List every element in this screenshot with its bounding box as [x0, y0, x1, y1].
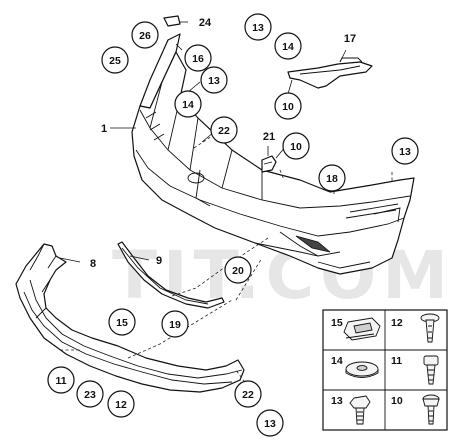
callout-14-top: 14 — [274, 32, 302, 60]
label-part-9: 9 — [156, 255, 162, 267]
svg-text:12: 12 — [115, 399, 127, 411]
callout-11: 11 — [47, 366, 75, 394]
hex-bolt-icon — [349, 395, 371, 425]
svg-text:23: 23 — [84, 389, 96, 401]
legend-label-14: 14 — [331, 355, 343, 367]
callout-26: 26 — [131, 21, 159, 49]
svg-text:22: 22 — [242, 389, 254, 401]
legend-label-12: 12 — [391, 317, 403, 329]
clip-24 — [163, 15, 181, 27]
svg-text:16: 16 — [192, 53, 204, 65]
expanding-rivet-icon — [420, 313, 440, 343]
svg-text:15: 15 — [116, 317, 128, 329]
callout-10-mid: 10 — [282, 132, 310, 160]
svg-text:13: 13 — [208, 75, 220, 87]
mounting-bracket-17 — [287, 57, 373, 89]
callout-13-top: 13 — [244, 13, 272, 41]
legend-label-10: 10 — [391, 395, 403, 407]
svg-text:22: 22 — [218, 125, 230, 137]
callout-20: 20 — [224, 256, 252, 284]
front-splitter-8 — [15, 243, 245, 393]
svg-text:10: 10 — [290, 141, 302, 153]
legend-label-15: 15 — [331, 317, 343, 329]
callout-13-right: 13 — [391, 137, 419, 165]
callout-23: 23 — [76, 380, 104, 408]
svg-text:19: 19 — [169, 319, 181, 331]
label-part-24: 24 — [199, 17, 212, 29]
svg-text:20: 20 — [232, 265, 244, 277]
legend-label-11: 11 — [391, 355, 402, 367]
svg-text:11: 11 — [55, 375, 66, 387]
callout-13: 13 — [200, 66, 228, 94]
svg-text:14: 14 — [182, 99, 194, 111]
label-part-1: 1 — [101, 123, 107, 135]
callout-22: 22 — [210, 116, 238, 144]
svg-text:18: 18 — [326, 173, 338, 185]
svg-text:13: 13 — [399, 146, 411, 158]
clip-screw-icon — [423, 355, 439, 385]
svg-text:26: 26 — [139, 30, 151, 42]
trim-strip-9 — [117, 241, 225, 309]
callout-19: 19 — [161, 310, 189, 338]
callout-18: 18 — [318, 164, 346, 192]
svg-text:13: 13 — [264, 418, 276, 430]
clip-21 — [261, 155, 277, 173]
callout-15: 15 — [108, 308, 136, 336]
svg-text:25: 25 — [109, 55, 121, 67]
callout-14: 14 — [174, 90, 202, 118]
flat-washer-icon — [345, 361, 379, 378]
label-part-21: 21 — [263, 131, 275, 143]
callout-10-top: 10 — [274, 92, 302, 120]
front-bumper-cover — [131, 33, 415, 275]
legend-label-13: 13 — [331, 395, 343, 407]
label-part-8: 8 — [90, 258, 96, 270]
callout-22-bottom: 22 — [234, 380, 262, 408]
leader-lines — [59, 21, 347, 263]
callout-13-bottom: 13 — [256, 409, 284, 437]
svg-text:13: 13 — [252, 22, 264, 34]
torx-screw-icon — [422, 394, 440, 425]
svg-text:10: 10 — [282, 101, 294, 113]
svg-text:14: 14 — [282, 41, 294, 53]
label-part-17: 17 — [344, 33, 356, 45]
spring-nut-icon — [343, 317, 381, 341]
callout-25: 25 — [101, 46, 129, 74]
callout-16: 16 — [184, 44, 212, 72]
callout-12: 12 — [107, 390, 135, 418]
hardware-legend: 15 12 14 11 13 10 — [322, 309, 448, 431]
